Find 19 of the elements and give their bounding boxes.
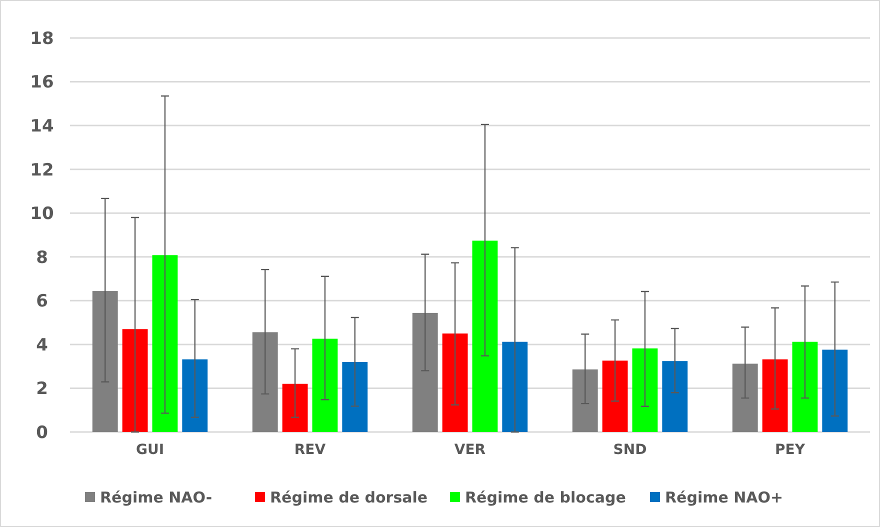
y-tick-label: 8 <box>36 248 48 268</box>
y-tick-label: 2 <box>36 379 48 400</box>
y-tick-label: 16 <box>30 72 54 93</box>
x-tick-label: PEY <box>775 442 806 458</box>
y-tick-label: 18 <box>30 28 54 49</box>
y-tick-label: 12 <box>30 160 54 180</box>
y-tick-label: 0 <box>36 422 48 443</box>
x-tick-label: GUI <box>136 442 164 458</box>
y-tick-label: 10 <box>30 204 54 224</box>
x-tick-label: REV <box>294 442 326 458</box>
x-tick-label: VER <box>454 442 486 458</box>
legend-label: Régime NAO+ <box>665 488 784 506</box>
y-tick-label: 14 <box>30 116 54 137</box>
y-tick-label: 4 <box>36 335 48 356</box>
y-tick-label: 6 <box>36 292 48 312</box>
legend-label: Régime NAO- <box>100 488 212 506</box>
x-tick-label: SND <box>613 442 647 458</box>
legend-label: Régime de dorsale <box>270 488 428 506</box>
legend-label: Régime de blocage <box>465 488 626 506</box>
